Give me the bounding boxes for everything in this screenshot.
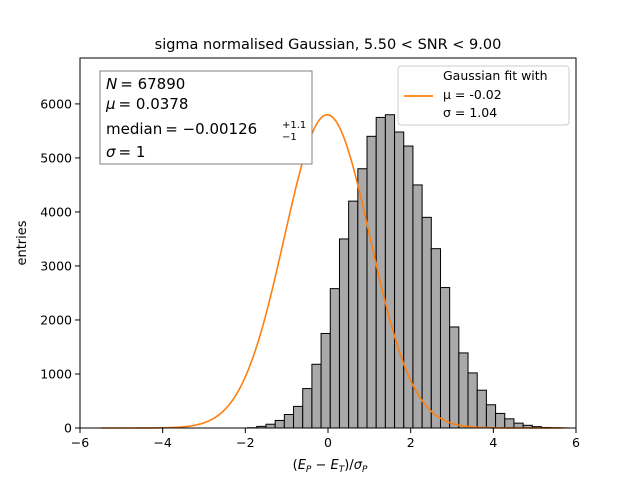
histogram-bar bbox=[283, 414, 295, 429]
histogram-bar bbox=[467, 372, 478, 429]
y-tick-label: 3000 bbox=[40, 258, 72, 273]
y-axis-label: entries bbox=[15, 220, 30, 265]
x-tick-label: 6 bbox=[572, 435, 580, 450]
histogram-bar bbox=[274, 419, 285, 429]
histogram-bar bbox=[439, 287, 451, 429]
histogram-bar bbox=[302, 388, 313, 429]
x-tick-label: −4 bbox=[153, 435, 171, 450]
x-tick-label: −6 bbox=[71, 435, 89, 450]
histogram-bar bbox=[412, 184, 423, 429]
stats-sigma: σ = 1 bbox=[106, 143, 145, 161]
stats-median-upper: +1.1 bbox=[282, 120, 306, 131]
chart-title: sigma normalised Gaussian, 5.50 < SNR < … bbox=[155, 37, 502, 53]
y-axis-ticks: 0 1000 2000 3000 4000 5000 6000 bbox=[40, 96, 80, 436]
stats-box: N = 67890 μ = 0.0378 median = −0.00126 +1.1… bbox=[99, 70, 313, 165]
histogram-bar bbox=[329, 288, 340, 429]
legend-line-1: Gaussian fit with bbox=[443, 68, 548, 83]
x-tick-label: 4 bbox=[489, 435, 497, 450]
y-tick-label: 0 bbox=[64, 421, 72, 436]
histogram-bar bbox=[366, 135, 377, 429]
x-axis-ticks: −6 −4 −2 0 2 4 6 bbox=[71, 428, 580, 450]
histogram-bar bbox=[265, 423, 276, 429]
stats-n: N = 67890 bbox=[106, 75, 185, 93]
x-tick-label: 0 bbox=[324, 435, 332, 450]
stats-mu: μ = 0.0378 bbox=[105, 95, 188, 113]
x-axis-label: (EP − ET)/σP bbox=[293, 458, 368, 475]
histogram-bar bbox=[394, 131, 405, 429]
histogram-bar bbox=[384, 114, 396, 429]
y-tick-label: 5000 bbox=[40, 150, 72, 165]
histogram-bar bbox=[504, 418, 515, 429]
y-tick-label: 2000 bbox=[40, 312, 72, 327]
histogram-bar bbox=[403, 145, 414, 429]
histogram-bar bbox=[348, 200, 359, 429]
histogram-bar bbox=[495, 412, 506, 429]
legend-line-3: σ = 1.04 bbox=[443, 105, 497, 120]
y-tick-label: 4000 bbox=[40, 204, 72, 219]
y-tick-label: 1000 bbox=[40, 366, 72, 381]
histogram-bar bbox=[311, 363, 322, 429]
legend-line-2: μ = -0.02 bbox=[443, 87, 502, 102]
x-tick-label: 2 bbox=[407, 435, 415, 450]
histogram-bar bbox=[449, 326, 460, 429]
histogram-bar bbox=[338, 238, 350, 429]
histogram-bar bbox=[485, 404, 497, 429]
legend: Gaussian fit with μ = -0.02 σ = 1.04 bbox=[397, 65, 570, 126]
stats-median: median = −0.00126 bbox=[106, 120, 257, 138]
stats-median-lower: −1 bbox=[282, 132, 297, 143]
histogram-bar bbox=[293, 405, 304, 429]
histogram-bar bbox=[476, 389, 487, 429]
histogram-bar bbox=[458, 352, 469, 429]
y-tick-label: 6000 bbox=[40, 96, 72, 111]
histogram-bar bbox=[430, 248, 441, 429]
histogram-bar bbox=[320, 332, 331, 429]
x-tick-label: −2 bbox=[236, 435, 254, 450]
histogram-bar bbox=[421, 216, 432, 429]
